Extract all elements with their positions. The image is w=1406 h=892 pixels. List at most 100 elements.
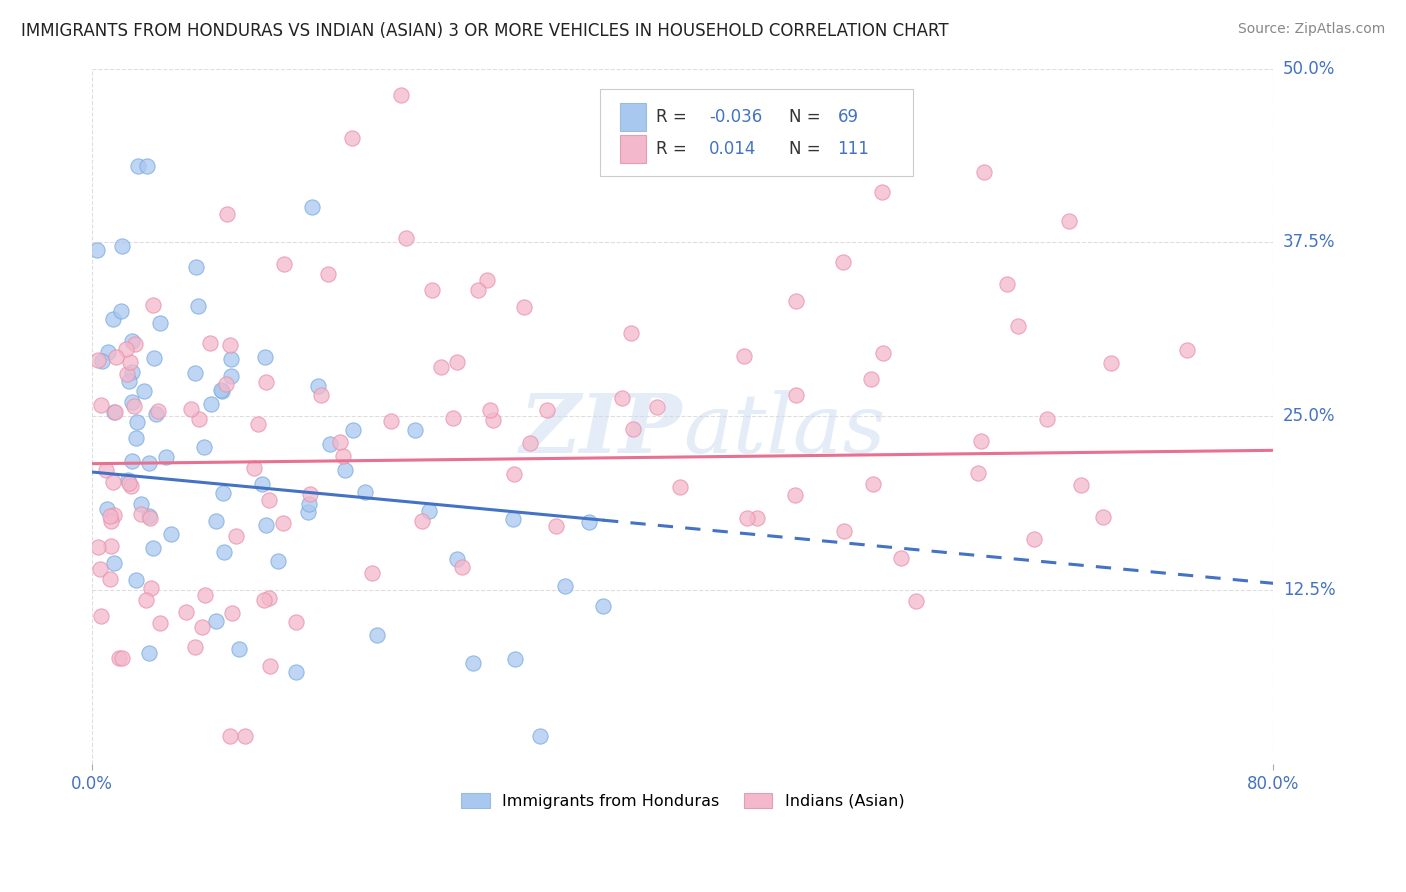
Point: [1092, 510, 1115, 524]
Point: [785, 488, 807, 502]
Point: [529, 729, 551, 743]
Point: [155, 450, 177, 464]
Point: [747, 510, 769, 524]
Point: [319, 437, 342, 451]
Point: [101, 475, 124, 489]
Point: [834, 524, 856, 538]
Point: [904, 594, 927, 608]
Point: [87, 353, 110, 368]
Point: [121, 365, 143, 379]
Point: [621, 421, 644, 435]
Point: [890, 550, 912, 565]
Text: 37.5%: 37.5%: [1282, 234, 1336, 252]
Point: [862, 477, 884, 491]
Point: [411, 514, 433, 528]
Point: [103, 508, 125, 522]
Point: [441, 411, 464, 425]
Point: [221, 606, 243, 620]
Point: [479, 402, 502, 417]
Point: [211, 384, 233, 398]
Point: [332, 449, 354, 463]
FancyBboxPatch shape: [600, 89, 912, 177]
Point: [215, 376, 238, 391]
Point: [135, 592, 157, 607]
Point: [247, 417, 270, 432]
Text: N =: N =: [789, 108, 825, 127]
Point: [187, 299, 209, 313]
Point: [973, 165, 995, 179]
Point: [253, 350, 276, 364]
Point: [832, 255, 855, 269]
Point: [503, 652, 526, 666]
Point: [184, 640, 207, 654]
Point: [872, 185, 894, 199]
Point: [129, 507, 152, 521]
Point: [785, 388, 807, 402]
Point: [316, 268, 339, 282]
Point: [145, 408, 167, 422]
Point: [536, 403, 558, 417]
Point: [610, 391, 633, 405]
Point: [250, 476, 273, 491]
Point: [218, 729, 240, 743]
Point: [221, 352, 243, 367]
Point: [668, 480, 690, 494]
Point: [205, 514, 228, 528]
Point: [111, 651, 134, 665]
Point: [1007, 319, 1029, 334]
Point: [228, 642, 250, 657]
Point: [297, 505, 319, 519]
Point: [129, 497, 152, 511]
Point: [193, 588, 215, 602]
Point: [219, 338, 242, 352]
Point: [253, 593, 276, 607]
Point: [966, 466, 988, 480]
Point: [329, 434, 352, 449]
Point: [100, 539, 122, 553]
Point: [267, 554, 290, 568]
Point: [872, 346, 894, 360]
Point: [467, 283, 489, 297]
Point: [380, 414, 402, 428]
Point: [191, 620, 214, 634]
Point: [142, 541, 165, 555]
Point: [995, 277, 1018, 291]
Point: [481, 412, 503, 426]
Point: [125, 574, 148, 588]
Point: [242, 460, 264, 475]
Point: [124, 336, 146, 351]
Point: [103, 404, 125, 418]
Point: [159, 527, 181, 541]
Point: [111, 239, 134, 253]
Point: [212, 545, 235, 559]
Text: 0.014: 0.014: [709, 139, 756, 158]
Point: [125, 431, 148, 445]
Point: [121, 394, 143, 409]
Point: [554, 579, 576, 593]
Point: [298, 486, 321, 500]
Point: [1099, 357, 1122, 371]
Point: [1175, 343, 1198, 357]
Point: [1057, 214, 1080, 228]
Point: [513, 300, 536, 314]
Point: [578, 515, 600, 529]
Point: [104, 405, 127, 419]
Point: [1036, 411, 1059, 425]
Point: [141, 582, 163, 596]
Point: [311, 388, 333, 402]
Point: [138, 646, 160, 660]
Point: [361, 566, 384, 580]
Text: 25.0%: 25.0%: [1282, 408, 1336, 425]
Text: R =: R =: [655, 108, 692, 127]
Point: [142, 297, 165, 311]
Text: Source: ZipAtlas.com: Source: ZipAtlas.com: [1237, 22, 1385, 37]
Point: [475, 273, 498, 287]
Point: [193, 440, 215, 454]
Point: [184, 260, 207, 274]
Point: [90, 399, 112, 413]
Point: [98, 572, 121, 586]
Point: [107, 651, 129, 665]
Point: [127, 159, 149, 173]
Point: [389, 88, 412, 103]
Point: [100, 514, 122, 528]
